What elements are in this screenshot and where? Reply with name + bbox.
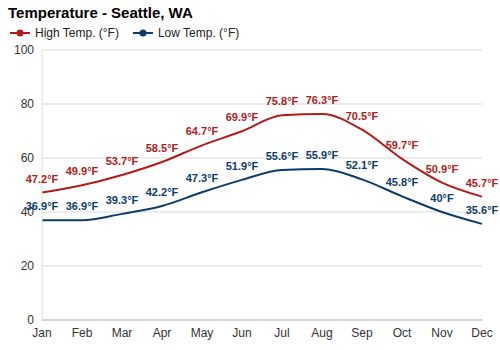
- svg-text:Jul: Jul: [274, 326, 289, 340]
- svg-text:36.9°F: 36.9°F: [66, 200, 99, 212]
- html-text:Temperature - Seattle, WA: Temperature - Seattle, WA: [8, 4, 193, 21]
- svg-text:76.3°F: 76.3°F: [306, 94, 339, 106]
- svg-text:Jun: Jun: [232, 326, 251, 340]
- html-text:Low Temp. (°F): Low Temp. (°F): [157, 26, 240, 40]
- svg-text:45.8°F: 45.8°F: [386, 176, 419, 188]
- svg-text:May: May: [191, 326, 214, 340]
- svg-text:47.2°F: 47.2°F: [26, 173, 59, 185]
- svg-text:55.9°F: 55.9°F: [306, 149, 339, 161]
- svg-text:Feb: Feb: [72, 326, 93, 340]
- svg-text:80: 80: [21, 97, 35, 111]
- svg-text:51.9°F: 51.9°F: [226, 160, 259, 172]
- svg-text:Sep: Sep: [351, 326, 373, 340]
- svg-text:58.5°F: 58.5°F: [146, 142, 179, 154]
- svg-text:100: 100: [14, 43, 34, 57]
- svg-text:49.9°F: 49.9°F: [66, 165, 99, 177]
- svg-text:69.9°F: 69.9°F: [226, 111, 259, 123]
- svg-text:42.2°F: 42.2°F: [146, 186, 179, 198]
- svg-text:53.7°F: 53.7°F: [106, 155, 139, 167]
- svg-text:0: 0: [27, 313, 34, 327]
- svg-text:Oct: Oct: [393, 326, 412, 340]
- svg-text:52.1°F: 52.1°F: [346, 159, 379, 171]
- svg-text:47.3°F: 47.3°F: [186, 172, 219, 184]
- svg-text:60: 60: [21, 151, 35, 165]
- svg-text:75.8°F: 75.8°F: [266, 95, 299, 107]
- svg-text:70.5°F: 70.5°F: [346, 110, 379, 122]
- svg-text:Mar: Mar: [112, 326, 133, 340]
- svg-text:50.9°F: 50.9°F: [426, 163, 459, 175]
- svg-text:64.7°F: 64.7°F: [186, 125, 219, 137]
- svg-text:Nov: Nov: [431, 326, 452, 340]
- svg-text:20: 20: [21, 259, 35, 273]
- svg-text:55.6°F: 55.6°F: [266, 150, 299, 162]
- svg-text:Dec: Dec: [471, 326, 492, 340]
- svg-text:Apr: Apr: [153, 326, 172, 340]
- svg-text:36.9°F: 36.9°F: [26, 200, 59, 212]
- svg-text:59.7°F: 59.7°F: [386, 139, 419, 151]
- svg-text:39.3°F: 39.3°F: [106, 194, 139, 206]
- svg-text:35.6°F: 35.6°F: [466, 204, 492, 216]
- svg-text:40°F: 40°F: [430, 192, 454, 204]
- svg-text:Aug: Aug: [311, 326, 332, 340]
- svg-text:Jan: Jan: [32, 326, 51, 340]
- svg-text:45.7°F: 45.7°F: [466, 177, 492, 189]
- html-text:High Temp. (°F): High Temp. (°F): [35, 26, 119, 40]
